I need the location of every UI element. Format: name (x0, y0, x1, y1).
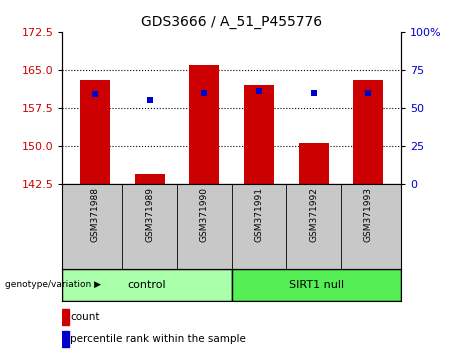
Bar (244, 85, 274, 184)
Bar (62, 269, 231, 301)
Text: GSM371993: GSM371993 (364, 187, 373, 242)
Bar (353, 80, 383, 184)
Bar (62, 331, 69, 347)
Bar (189, 65, 219, 184)
Text: GSM371990: GSM371990 (200, 187, 209, 242)
Bar (62, 309, 69, 325)
Bar (135, 174, 165, 184)
Text: GSM371992: GSM371992 (309, 187, 318, 241)
Bar (231, 269, 401, 301)
Bar (80, 80, 110, 184)
Text: SIRT1 null: SIRT1 null (289, 280, 344, 290)
Text: genotype/variation ▶: genotype/variation ▶ (5, 280, 100, 290)
Text: percentile rank within the sample: percentile rank within the sample (71, 334, 246, 344)
Text: count: count (71, 312, 100, 322)
Text: GSM371989: GSM371989 (145, 187, 154, 242)
Text: GSM371991: GSM371991 (254, 187, 264, 242)
Text: control: control (128, 280, 166, 290)
Bar (299, 143, 329, 184)
Title: GDS3666 / A_51_P455776: GDS3666 / A_51_P455776 (141, 16, 322, 29)
Text: GSM371988: GSM371988 (90, 187, 100, 242)
